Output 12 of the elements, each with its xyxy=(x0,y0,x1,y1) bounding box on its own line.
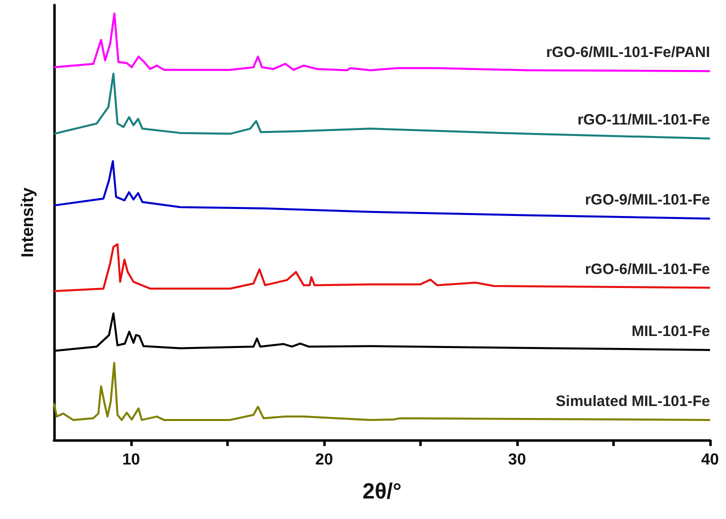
series-label: rGO-6/MIL-101-Fe xyxy=(584,260,710,278)
series-label: rGO-9/MIL-101-Fe xyxy=(584,192,710,209)
series-label: rGO-6/MIL-101-Fe/PANI xyxy=(546,44,710,62)
series-label: Simulated MIL-101-Fe xyxy=(556,392,710,410)
series-label: MIL-101-Fe xyxy=(632,323,710,340)
x-tick-label: 20 xyxy=(315,452,334,468)
x-tick-label: 30 xyxy=(508,452,526,468)
x-tick-label: 10 xyxy=(122,452,140,468)
x-axis-title: 2θ/° xyxy=(362,478,402,504)
series-label: rGO-11/MIL-101-Fe xyxy=(577,111,710,128)
y-axis-title: Intensity xyxy=(18,187,37,258)
x-tick-label: 40 xyxy=(701,452,719,468)
